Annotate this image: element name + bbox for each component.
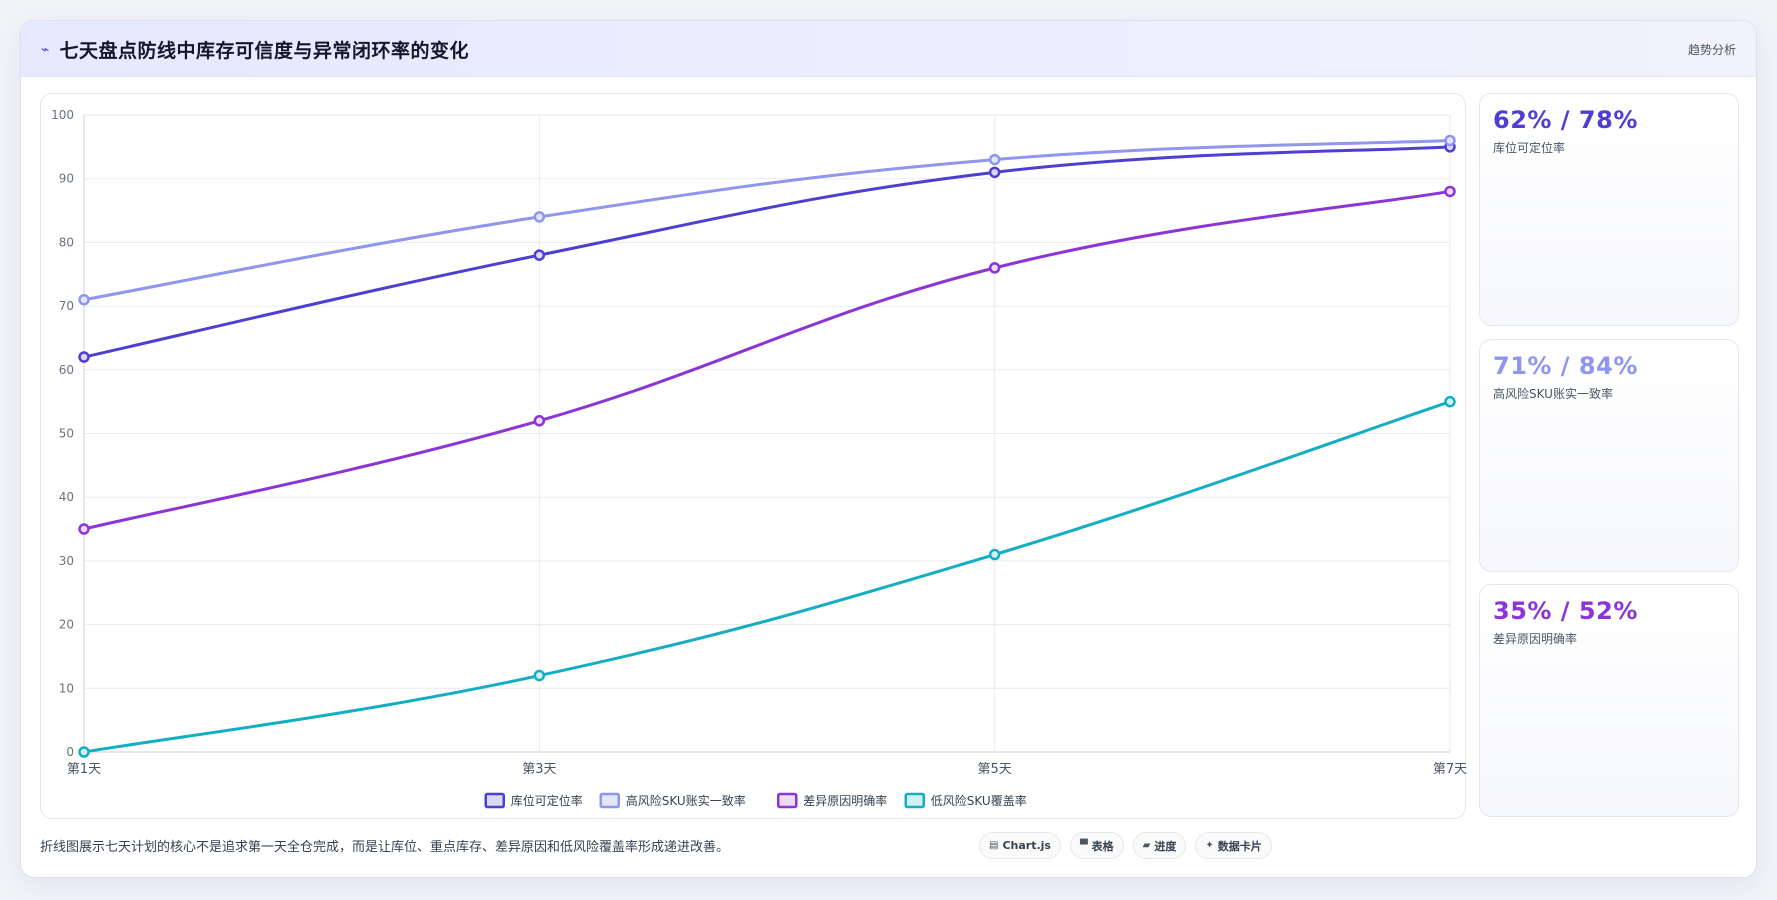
data-point: [1444, 134, 1456, 147]
series-line-1: [82, 145, 1452, 359]
table-icon: ▀: [1079, 840, 1088, 851]
data-point: [78, 523, 90, 535]
chip-label: 进度: [1154, 839, 1177, 853]
series-line-4: [82, 400, 1452, 754]
y-tick-label: 60: [59, 363, 74, 377]
x-tick-label: 第7天: [1433, 762, 1467, 777]
y-tick-label: 30: [59, 554, 74, 568]
chart-panel: 0 10 20 30 40 50 60 70 80 90 100 第1天 第3天 第5天 第7天库位可定位率…: [40, 93, 1467, 819]
y-tick-label: 70: [59, 299, 74, 313]
chip-data-card[interactable]: ✦ 数据卡片: [1195, 832, 1272, 859]
data-point: [533, 669, 546, 682]
data-point: [533, 211, 546, 223]
chip-chartjs[interactable]: ▤ Chart.js: [979, 832, 1061, 859]
data-point: [533, 415, 546, 427]
title-wrap: ⌁ 七天盘点防线中库存可信度与异常闭环率的变化: [41, 36, 469, 63]
chip-progress[interactable]: ▰ 进度: [1132, 832, 1187, 859]
stat-label: 库位可定位率: [1493, 141, 1566, 155]
x-tick-label: 第5天: [978, 762, 1012, 777]
analysis-tag: 趋势分析: [1687, 43, 1736, 57]
y-tick-label: 50: [59, 427, 74, 441]
page-title: 七天盘点防线中库存可信度与异常闭环率的变化: [59, 40, 469, 62]
y-tick-label: 100: [51, 108, 74, 122]
y-tick-label: 10: [59, 681, 74, 695]
y-tick-label: 20: [59, 618, 74, 632]
card-header: ⌁ 七天盘点防线中库存可信度与异常闭环率的变化 趋势分析: [21, 21, 1756, 77]
legend-swatch: [904, 792, 925, 809]
chip-label: Chart.js: [1002, 839, 1051, 852]
legend-label: 低风险SKU覆盖率: [931, 793, 1027, 808]
data-point: [533, 249, 546, 261]
card-icon: ✦: [1205, 840, 1214, 851]
stat-value: 71% / 84%: [1493, 352, 1638, 380]
chip-label: 表格: [1091, 839, 1114, 853]
series-line-2: [82, 138, 1452, 302]
data-point: [1444, 395, 1456, 408]
chart-icon: ▤: [989, 840, 999, 851]
data-point: [78, 293, 90, 306]
legend-label: 高风险SKU账实一致率: [626, 793, 746, 808]
legend-swatch: [599, 792, 620, 809]
data-point: [988, 153, 1001, 166]
y-tick-label: 0: [66, 745, 74, 759]
legend-swatch: [777, 792, 798, 809]
stat-label: 高风险SKU账实一致率: [1493, 387, 1613, 401]
data-point: [988, 548, 1001, 561]
x-tick-label: 第1天: [67, 762, 101, 777]
progress-icon: ▰: [1142, 840, 1151, 851]
stat-label: 差异原因明确率: [1493, 632, 1578, 646]
data-point: [78, 351, 90, 363]
stat-card-location: 62% / 78% 库位可定位率: [1479, 93, 1739, 326]
data-point: [988, 262, 1001, 274]
chart-description: 折线图展示七天计划的核心不是追求第一天全仓完成，而是让库位、重点库存、差异原因和…: [40, 840, 730, 855]
y-tick-label: 90: [59, 172, 74, 186]
y-tick-label: 40: [59, 490, 74, 504]
feature-chips: ▤ Chart.js ▀ 表格 ▰ 进度 ✦ 数据卡片: [979, 832, 1272, 859]
chip-label: 数据卡片: [1217, 839, 1262, 853]
data-point: [78, 746, 90, 758]
stat-value: 35% / 52%: [1493, 597, 1638, 625]
series-line-3: [82, 189, 1452, 531]
bolt-icon: ⌁: [41, 41, 50, 58]
legend-swatch: [484, 792, 505, 809]
data-point: [988, 166, 1001, 179]
y-tick-label: 80: [59, 235, 74, 249]
stat-card-consistency: 71% / 84% 高风险SKU账实一致率: [1479, 339, 1739, 572]
stat-card-reason: 35% / 52% 差异原因明确率: [1479, 584, 1739, 817]
chip-table[interactable]: ▀ 表格: [1069, 832, 1124, 859]
dashboard-card: ⌁ 七天盘点防线中库存可信度与异常闭环率的变化 趋势分析 0 10 20 30 40 50…: [20, 20, 1757, 878]
line-chart: 0 10 20 30 40 50 60 70 80 90 100 第1天 第3天 第5天 第7天库位可定位率…: [51, 108, 1467, 809]
legend-label: 差异原因明确率: [803, 793, 887, 808]
stat-value: 62% / 78%: [1493, 106, 1638, 134]
data-point: [1444, 185, 1456, 198]
legend-label: 库位可定位率: [511, 793, 583, 808]
x-tick-label: 第3天: [522, 762, 556, 777]
